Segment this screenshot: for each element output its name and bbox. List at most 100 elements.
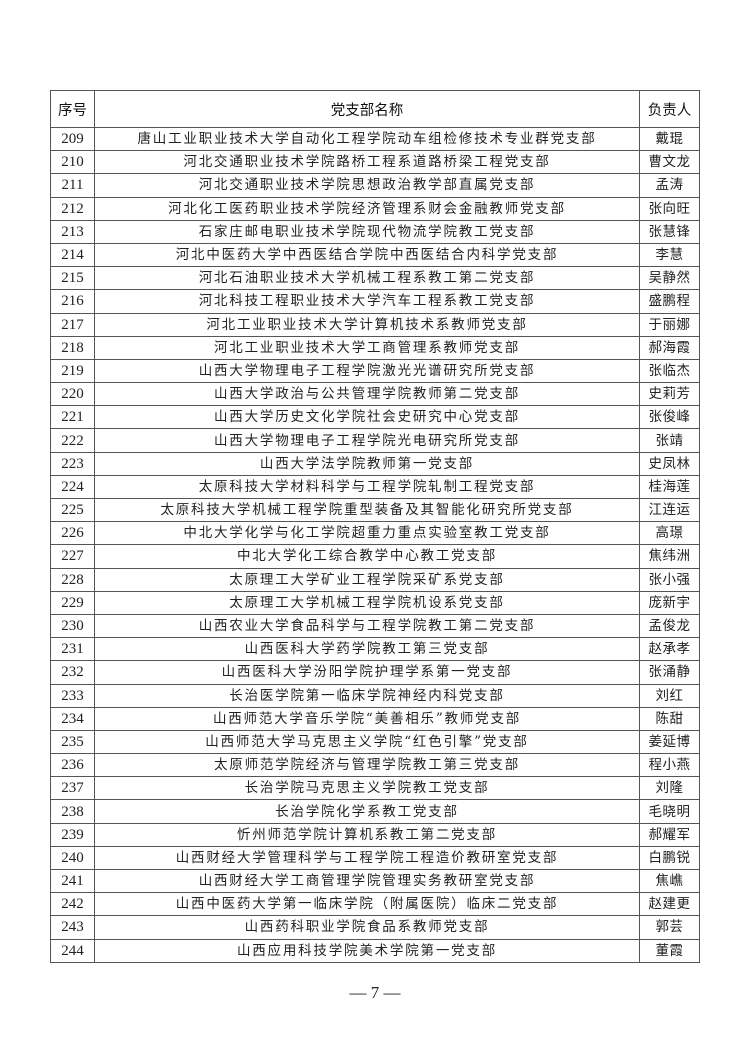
- serial-cell: 240: [50, 845, 95, 871]
- person-in-charge-cell: 焦纬洲: [639, 544, 700, 569]
- table-row: 225 太原科技大学机械工程学院重型装备及其智能化研究所党支部 江连运: [50, 497, 700, 523]
- person-in-charge-cell: 刘隆: [639, 776, 700, 801]
- person-in-charge-cell: 盛鹏程: [639, 289, 700, 314]
- serial-cell: 220: [50, 382, 95, 407]
- serial-cell: 213: [50, 219, 95, 244]
- person-in-charge-cell: 白鹏锐: [639, 845, 700, 871]
- person-in-charge-cell: 焦嶕: [639, 868, 700, 894]
- table-row: 244 山西应用科技学院美术学院第一党支部 董霞: [50, 938, 700, 963]
- table-row: 227 中北大学化工综合教学中心教工党支部 焦纬洲: [50, 544, 700, 569]
- branch-name-cell: 山西财经大学管理科学与工程学院工程造价教研室党支部: [94, 845, 640, 871]
- table-row: 211 河北交通职业技术学院思想政治教学部直属党支部 孟涛: [50, 173, 700, 198]
- branch-name-cell: 山西药科职业学院食品系教师党支部: [94, 915, 640, 940]
- person-in-charge-cell: 张靖: [639, 428, 700, 453]
- table-row: 242 山西中医药大学第一临床学院（附属医院）临床二党支部 赵建更: [50, 892, 700, 917]
- table-row: 239 忻州师范学院计算机系教工第二党支部 郝耀军: [50, 822, 700, 847]
- person-in-charge-cell: 张小强: [639, 567, 700, 592]
- person-in-charge-cell: 史莉芳: [639, 382, 700, 407]
- table-row: 223 山西大学法学院教师第一党支部 史凤林: [50, 451, 700, 476]
- table-row: 221 山西大学历史文化学院社会史研究中心党支部 张俊峰: [50, 405, 700, 430]
- table-row: 230 山西农业大学食品科学与工程学院教工第二党支部 孟俊龙: [50, 613, 700, 639]
- person-in-charge-cell: 郝耀军: [639, 822, 700, 847]
- serial-cell: 217: [50, 312, 95, 337]
- branch-name-cell: 河北工业职业技术大学计算机技术系教师党支部: [94, 312, 640, 337]
- person-in-charge-cell: 张临杰: [639, 358, 700, 384]
- branch-name-cell: 河北化工医药职业技术学院经济管理系财会金融教师党支部: [94, 196, 640, 221]
- table-row: 216 河北科技工程职业技术大学汽车工程系教工党支部 盛鹏程: [50, 289, 700, 314]
- person-in-charge-cell: 赵建更: [639, 892, 700, 917]
- serial-cell: 225: [50, 497, 95, 523]
- branch-name-cell: 河北交通职业技术学院思想政治教学部直属党支部: [94, 173, 640, 198]
- header-branch-name: 党支部名称: [94, 90, 640, 128]
- table-row: 240 山西财经大学管理科学与工程学院工程造价教研室党支部 白鹏锐: [50, 845, 700, 871]
- header-person-in-charge: 负责人: [639, 90, 700, 128]
- branch-name-cell: 山西中医药大学第一临床学院（附属医院）临床二党支部: [94, 892, 640, 917]
- party-branch-table: 序号 党支部名称 负责人 209 唐山工业职业技术大学自动化工程学院动车组检修技术…: [50, 90, 700, 963]
- table-row: 229 太原理工大学机械工程学院机设系党支部 庞新宇: [50, 590, 700, 615]
- table-row: 237 长治学院马克思主义学院教工党支部 刘隆: [50, 776, 700, 801]
- branch-name-cell: 山西大学物理电子工程学院激光光谱研究所党支部: [94, 358, 640, 384]
- branch-name-cell: 太原师范学院经济与管理学院教工第三党支部: [94, 753, 640, 778]
- branch-name-cell: 山西农业大学食品科学与工程学院教工第二党支部: [94, 613, 640, 639]
- serial-cell: 214: [50, 242, 95, 268]
- person-in-charge-cell: 张涌静: [639, 660, 700, 685]
- person-in-charge-cell: 孟俊龙: [639, 613, 700, 639]
- serial-cell: 212: [50, 196, 95, 221]
- serial-cell: 235: [50, 729, 95, 755]
- person-in-charge-cell: 张慧锋: [639, 219, 700, 244]
- serial-cell: 232: [50, 660, 95, 685]
- branch-name-cell: 山西财经大学工商管理学院管理实务教研室党支部: [94, 868, 640, 894]
- branch-name-cell: 唐山工业职业技术大学自动化工程学院动车组检修技术专业群党支部: [94, 126, 640, 152]
- branch-name-cell: 山西大学物理电子工程学院光电研究所党支部: [94, 428, 640, 453]
- serial-cell: 226: [50, 521, 95, 546]
- branch-name-cell: 山西大学政治与公共管理学院教师第二党支部: [94, 382, 640, 407]
- header-serial: 序号: [50, 90, 95, 128]
- branch-name-cell: 长治学院化学系教工党支部: [94, 799, 640, 824]
- person-in-charge-cell: 戴琨: [639, 126, 700, 152]
- serial-cell: 244: [50, 938, 95, 963]
- serial-cell: 234: [50, 706, 95, 731]
- table-row: 222 山西大学物理电子工程学院光电研究所党支部 张靖: [50, 428, 700, 453]
- table-row: 219 山西大学物理电子工程学院激光光谱研究所党支部 张临杰: [50, 358, 700, 384]
- person-in-charge-cell: 姜延博: [639, 729, 700, 755]
- branch-name-cell: 山西师范大学马克思主义学院“红色引擎”党支部: [94, 729, 640, 755]
- person-in-charge-cell: 曹文龙: [639, 150, 700, 175]
- serial-cell: 237: [50, 776, 95, 801]
- serial-cell: 242: [50, 892, 95, 917]
- branch-name-cell: 石家庄邮电职业技术学院现代物流学院教工党支部: [94, 219, 640, 244]
- serial-cell: 239: [50, 822, 95, 847]
- table-row: 231 山西医科大学药学院教工第三党支部 赵承孝: [50, 637, 700, 662]
- branch-name-cell: 太原科技大学材料科学与工程学院轧制工程党支部: [94, 474, 640, 500]
- branch-name-cell: 河北交通职业技术学院路桥工程系道路桥梁工程党支部: [94, 150, 640, 175]
- branch-name-cell: 中北大学化工综合教学中心教工党支部: [94, 544, 640, 569]
- person-in-charge-cell: 郭芸: [639, 915, 700, 940]
- table-row: 243 山西药科职业学院食品系教师党支部 郭芸: [50, 915, 700, 940]
- table-row: 217 河北工业职业技术大学计算机技术系教师党支部 于丽娜: [50, 312, 700, 337]
- serial-cell: 229: [50, 590, 95, 615]
- serial-cell: 216: [50, 289, 95, 314]
- person-in-charge-cell: 张向旺: [639, 196, 700, 221]
- table-row: 226 中北大学化学与化工学院超重力重点实验室教工党支部 高璟: [50, 521, 700, 546]
- branch-name-cell: 中北大学化学与化工学院超重力重点实验室教工党支部: [94, 521, 640, 546]
- serial-cell: 223: [50, 451, 95, 476]
- branch-name-cell: 忻州师范学院计算机系教工第二党支部: [94, 822, 640, 847]
- branch-name-cell: 山西医科大学药学院教工第三党支部: [94, 637, 640, 662]
- table-row: 210 河北交通职业技术学院路桥工程系道路桥梁工程党支部 曹文龙: [50, 150, 700, 175]
- serial-cell: 215: [50, 266, 95, 291]
- person-in-charge-cell: 郝海霞: [639, 335, 700, 360]
- branch-name-cell: 河北中医药大学中西医结合学院中西医结合内科学党支部: [94, 242, 640, 268]
- serial-cell: 236: [50, 753, 95, 778]
- branch-name-cell: 太原理工大学矿业工程学院采矿系党支部: [94, 567, 640, 592]
- person-in-charge-cell: 毛晓明: [639, 799, 700, 824]
- table-row: 236 太原师范学院经济与管理学院教工第三党支部 程小燕: [50, 753, 700, 778]
- table-row: 238 长治学院化学系教工党支部 毛晓明: [50, 799, 700, 824]
- table-row: 209 唐山工业职业技术大学自动化工程学院动车组检修技术专业群党支部 戴琨: [50, 126, 700, 152]
- table-row: 213 石家庄邮电职业技术学院现代物流学院教工党支部 张慧锋: [50, 219, 700, 244]
- serial-cell: 210: [50, 150, 95, 175]
- branch-name-cell: 山西应用科技学院美术学院第一党支部: [94, 938, 640, 963]
- serial-cell: 227: [50, 544, 95, 569]
- person-in-charge-cell: 孟涛: [639, 173, 700, 198]
- person-in-charge-cell: 史凤林: [639, 451, 700, 476]
- table-row: 215 河北石油职业技术大学机械工程系教工第二党支部 吴静然: [50, 266, 700, 291]
- table-row: 218 河北工业职业技术大学工商管理系教师党支部 郝海霞: [50, 335, 700, 360]
